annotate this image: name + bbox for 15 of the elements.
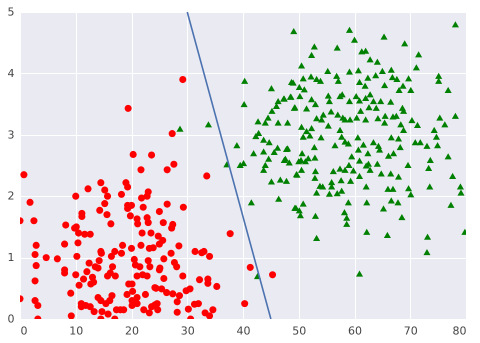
y-tick-label: 3 <box>8 128 14 142</box>
x-tick-label: 0 <box>20 324 28 338</box>
x-tick-label: 30 <box>180 324 195 338</box>
x-tick-label: 60 <box>348 324 362 338</box>
y-tick-label: 4 <box>8 66 14 80</box>
y-tick-label: 1 <box>8 251 14 264</box>
x-tick-label: 20 <box>125 324 139 338</box>
x-tick-label: 80 <box>452 324 466 338</box>
x-tick-label: 70 <box>404 324 418 338</box>
x-tick-label: 50 <box>292 324 306 338</box>
x-tick-label: 10 <box>69 324 84 338</box>
x-tick-label: 40 <box>236 324 250 338</box>
y-tick-label: 2 <box>8 190 14 203</box>
y-tick-label: 5 <box>8 6 14 18</box>
y-tick-label: 0 <box>8 312 14 326</box>
